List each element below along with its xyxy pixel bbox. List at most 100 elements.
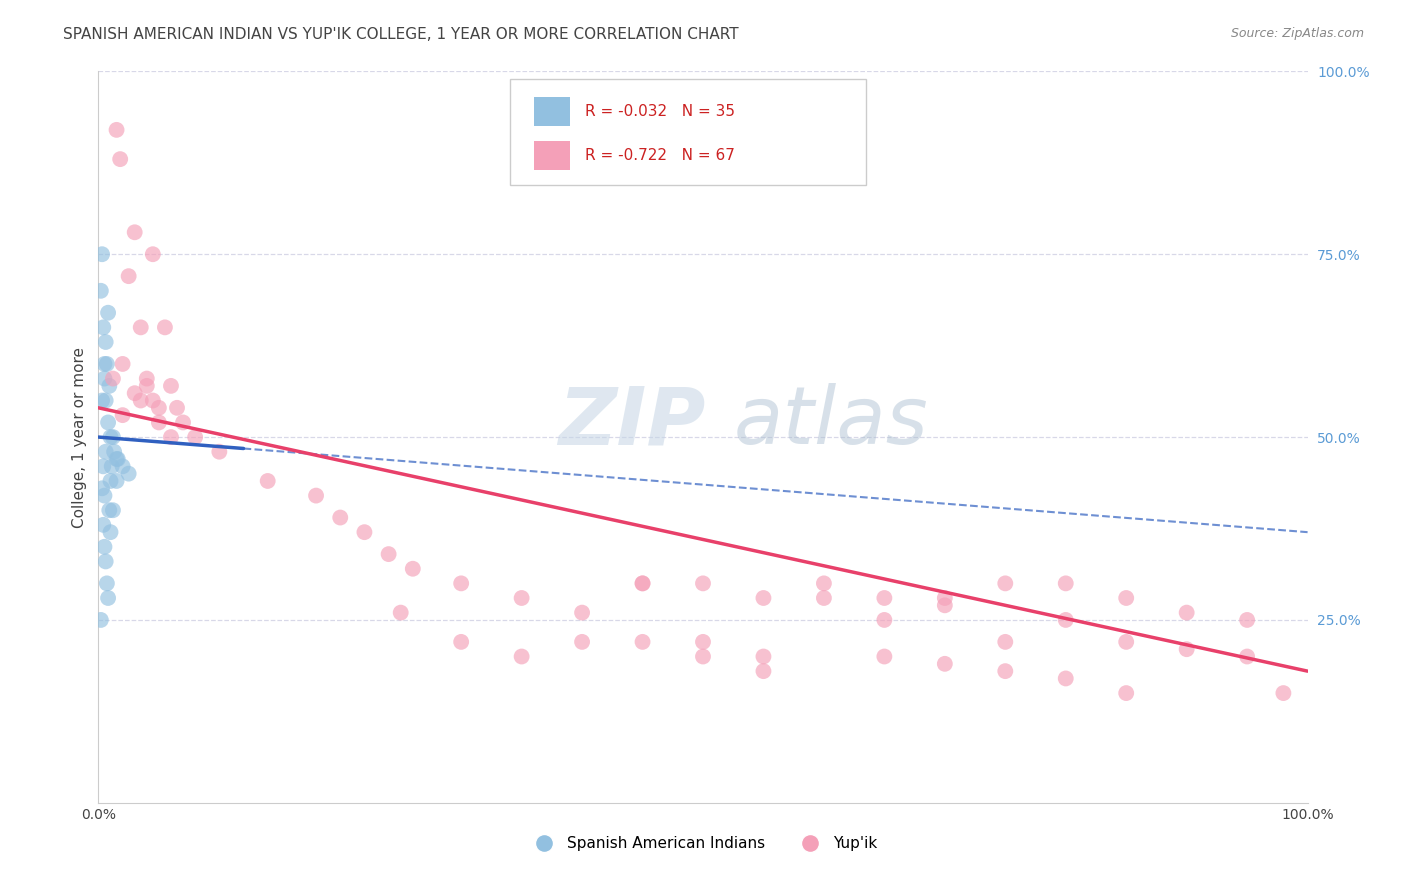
Point	[94, 393, 117, 408]
Point	[91, 320, 114, 334]
Point	[208, 444, 231, 458]
Point	[813, 576, 835, 591]
Point	[934, 591, 956, 605]
Point	[94, 334, 117, 349]
Point	[305, 489, 328, 503]
Point	[353, 525, 375, 540]
FancyBboxPatch shape	[509, 78, 866, 185]
Point	[129, 320, 152, 334]
Point	[172, 416, 194, 430]
Point	[94, 444, 117, 458]
Point	[873, 613, 896, 627]
Point	[631, 635, 654, 649]
Point	[97, 306, 120, 320]
Point	[124, 225, 146, 239]
Point	[1175, 606, 1198, 620]
Point	[124, 386, 146, 401]
Point	[256, 474, 278, 488]
Point	[105, 474, 128, 488]
Point	[101, 430, 124, 444]
Point	[94, 554, 117, 568]
Point	[93, 371, 115, 385]
Point	[129, 393, 152, 408]
Point	[752, 591, 775, 605]
Point	[692, 649, 714, 664]
Point	[1175, 642, 1198, 657]
Point	[994, 664, 1017, 678]
Point	[631, 576, 654, 591]
Point	[91, 393, 114, 408]
Point	[93, 540, 115, 554]
Point	[510, 649, 533, 664]
Point	[692, 635, 714, 649]
Point	[135, 379, 157, 393]
Text: ZIP: ZIP	[558, 384, 706, 461]
Point	[148, 401, 170, 415]
Point	[142, 393, 165, 408]
Point	[100, 474, 122, 488]
Text: R = -0.032   N = 35: R = -0.032 N = 35	[585, 104, 734, 120]
Text: atlas: atlas	[734, 384, 928, 461]
Point	[100, 430, 122, 444]
Point	[752, 664, 775, 678]
Point	[96, 357, 118, 371]
Legend: Spanish American Indians, Yup'ik: Spanish American Indians, Yup'ik	[522, 830, 884, 857]
Y-axis label: College, 1 year or more: College, 1 year or more	[72, 347, 87, 527]
Point	[1054, 576, 1077, 591]
Point	[108, 152, 131, 166]
Point	[994, 635, 1017, 649]
Point	[571, 635, 593, 649]
Point	[100, 525, 122, 540]
Point	[1272, 686, 1295, 700]
Point	[160, 430, 183, 444]
Point	[118, 467, 141, 481]
Point	[93, 489, 115, 503]
Point	[111, 459, 134, 474]
Point	[105, 123, 128, 137]
Point	[101, 503, 124, 517]
Point	[377, 547, 399, 561]
Point	[873, 591, 896, 605]
Point	[98, 379, 121, 393]
Bar	[534, 97, 569, 127]
Point	[402, 562, 425, 576]
Point	[90, 284, 112, 298]
Point	[105, 452, 128, 467]
Point	[111, 357, 134, 371]
Point	[142, 247, 165, 261]
Point	[91, 481, 114, 495]
Point	[148, 416, 170, 430]
Text: R = -0.722   N = 67: R = -0.722 N = 67	[585, 148, 734, 163]
Point	[1054, 613, 1077, 627]
Point	[1054, 672, 1077, 686]
Text: SPANISH AMERICAN INDIAN VS YUP'IK COLLEGE, 1 YEAR OR MORE CORRELATION CHART: SPANISH AMERICAN INDIAN VS YUP'IK COLLEG…	[63, 27, 740, 42]
Point	[329, 510, 352, 524]
Point	[101, 371, 124, 385]
Point	[510, 591, 533, 605]
Point	[450, 635, 472, 649]
Point	[135, 371, 157, 385]
Point	[184, 430, 207, 444]
Point	[111, 408, 134, 422]
Point	[450, 576, 472, 591]
Point	[752, 649, 775, 664]
Point	[631, 576, 654, 591]
Point	[1115, 686, 1137, 700]
Point	[389, 606, 412, 620]
Point	[994, 576, 1017, 591]
Point	[166, 401, 188, 415]
Text: Source: ZipAtlas.com: Source: ZipAtlas.com	[1230, 27, 1364, 40]
Point	[91, 517, 114, 532]
Point	[1115, 591, 1137, 605]
Point	[97, 416, 120, 430]
Point	[91, 247, 114, 261]
Point	[1236, 613, 1258, 627]
Point	[98, 503, 121, 517]
Point	[873, 649, 896, 664]
Bar	[534, 141, 569, 170]
Point	[813, 591, 835, 605]
Point	[1115, 635, 1137, 649]
Point	[93, 357, 115, 371]
Point	[96, 576, 118, 591]
Point	[153, 320, 176, 334]
